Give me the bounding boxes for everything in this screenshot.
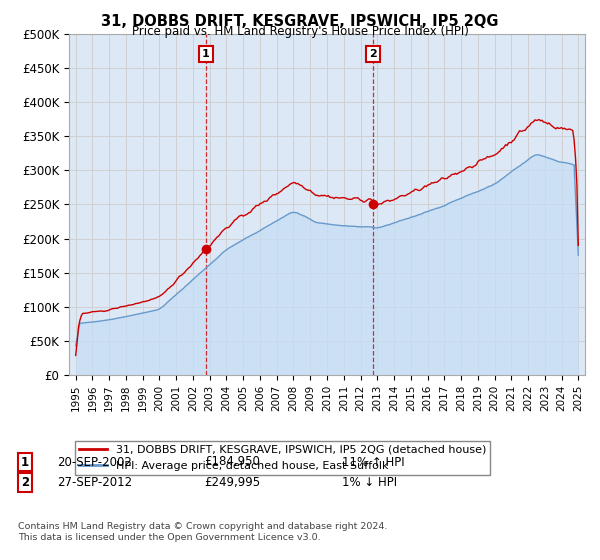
- Text: 31, DOBBS DRIFT, KESGRAVE, IPSWICH, IP5 2QG: 31, DOBBS DRIFT, KESGRAVE, IPSWICH, IP5 …: [101, 14, 499, 29]
- Text: 2: 2: [369, 49, 377, 59]
- Text: Price paid vs. HM Land Registry's House Price Index (HPI): Price paid vs. HM Land Registry's House …: [131, 25, 469, 38]
- Text: 27-SEP-2012: 27-SEP-2012: [57, 476, 132, 489]
- Text: This data is licensed under the Open Government Licence v3.0.: This data is licensed under the Open Gov…: [18, 533, 320, 542]
- Text: 1: 1: [21, 455, 29, 469]
- Text: £249,995: £249,995: [204, 476, 260, 489]
- Text: £184,950: £184,950: [204, 455, 260, 469]
- Legend: 31, DOBBS DRIFT, KESGRAVE, IPSWICH, IP5 2QG (detached house), HPI: Average price: 31, DOBBS DRIFT, KESGRAVE, IPSWICH, IP5 …: [74, 441, 490, 475]
- Text: 20-SEP-2002: 20-SEP-2002: [57, 455, 132, 469]
- Text: 2: 2: [21, 476, 29, 489]
- Text: 1: 1: [202, 49, 209, 59]
- Text: 11% ↑ HPI: 11% ↑ HPI: [342, 455, 404, 469]
- Text: 1% ↓ HPI: 1% ↓ HPI: [342, 476, 397, 489]
- Text: Contains HM Land Registry data © Crown copyright and database right 2024.: Contains HM Land Registry data © Crown c…: [18, 522, 388, 531]
